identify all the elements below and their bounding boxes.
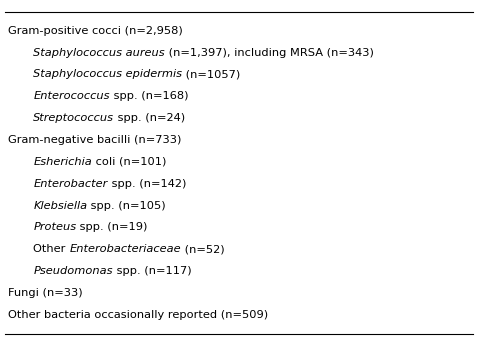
Text: spp. (n=105): spp. (n=105)	[87, 201, 166, 211]
Text: Proteus: Proteus	[33, 222, 76, 233]
Text: Streptococcus: Streptococcus	[33, 113, 114, 123]
Text: Gram-positive cocci (n=2,958): Gram-positive cocci (n=2,958)	[8, 26, 183, 36]
Text: spp. (n=168): spp. (n=168)	[110, 91, 188, 101]
Text: Staphylococcus aureus: Staphylococcus aureus	[33, 48, 165, 58]
Text: spp. (n=117): spp. (n=117)	[113, 266, 192, 276]
Text: spp. (n=19): spp. (n=19)	[76, 222, 148, 233]
Text: Esherichia: Esherichia	[33, 157, 92, 167]
Text: Gram-negative bacilli (n=733): Gram-negative bacilli (n=733)	[8, 135, 182, 145]
Text: spp. (n=24): spp. (n=24)	[114, 113, 185, 123]
Text: Fungi (n=33): Fungi (n=33)	[8, 288, 83, 298]
Text: coli (n=101): coli (n=101)	[92, 157, 166, 167]
Text: (n=1057): (n=1057)	[182, 69, 240, 79]
Text: Other bacteria occasionally reported (n=509): Other bacteria occasionally reported (n=…	[8, 310, 269, 320]
Text: Enterococcus: Enterococcus	[33, 91, 110, 101]
Text: spp. (n=142): spp. (n=142)	[108, 179, 186, 189]
Text: (n=52): (n=52)	[181, 244, 225, 254]
Text: Enterobacteriaceae: Enterobacteriaceae	[69, 244, 181, 254]
Text: Staphylococcus epidermis: Staphylococcus epidermis	[33, 69, 182, 79]
Text: Klebsiella: Klebsiella	[33, 201, 87, 211]
Text: Pseudomonas: Pseudomonas	[33, 266, 113, 276]
Text: Enterobacter: Enterobacter	[33, 179, 108, 189]
Text: (n=1,397), including MRSA (n=343): (n=1,397), including MRSA (n=343)	[165, 48, 374, 58]
Text: Other: Other	[33, 244, 69, 254]
